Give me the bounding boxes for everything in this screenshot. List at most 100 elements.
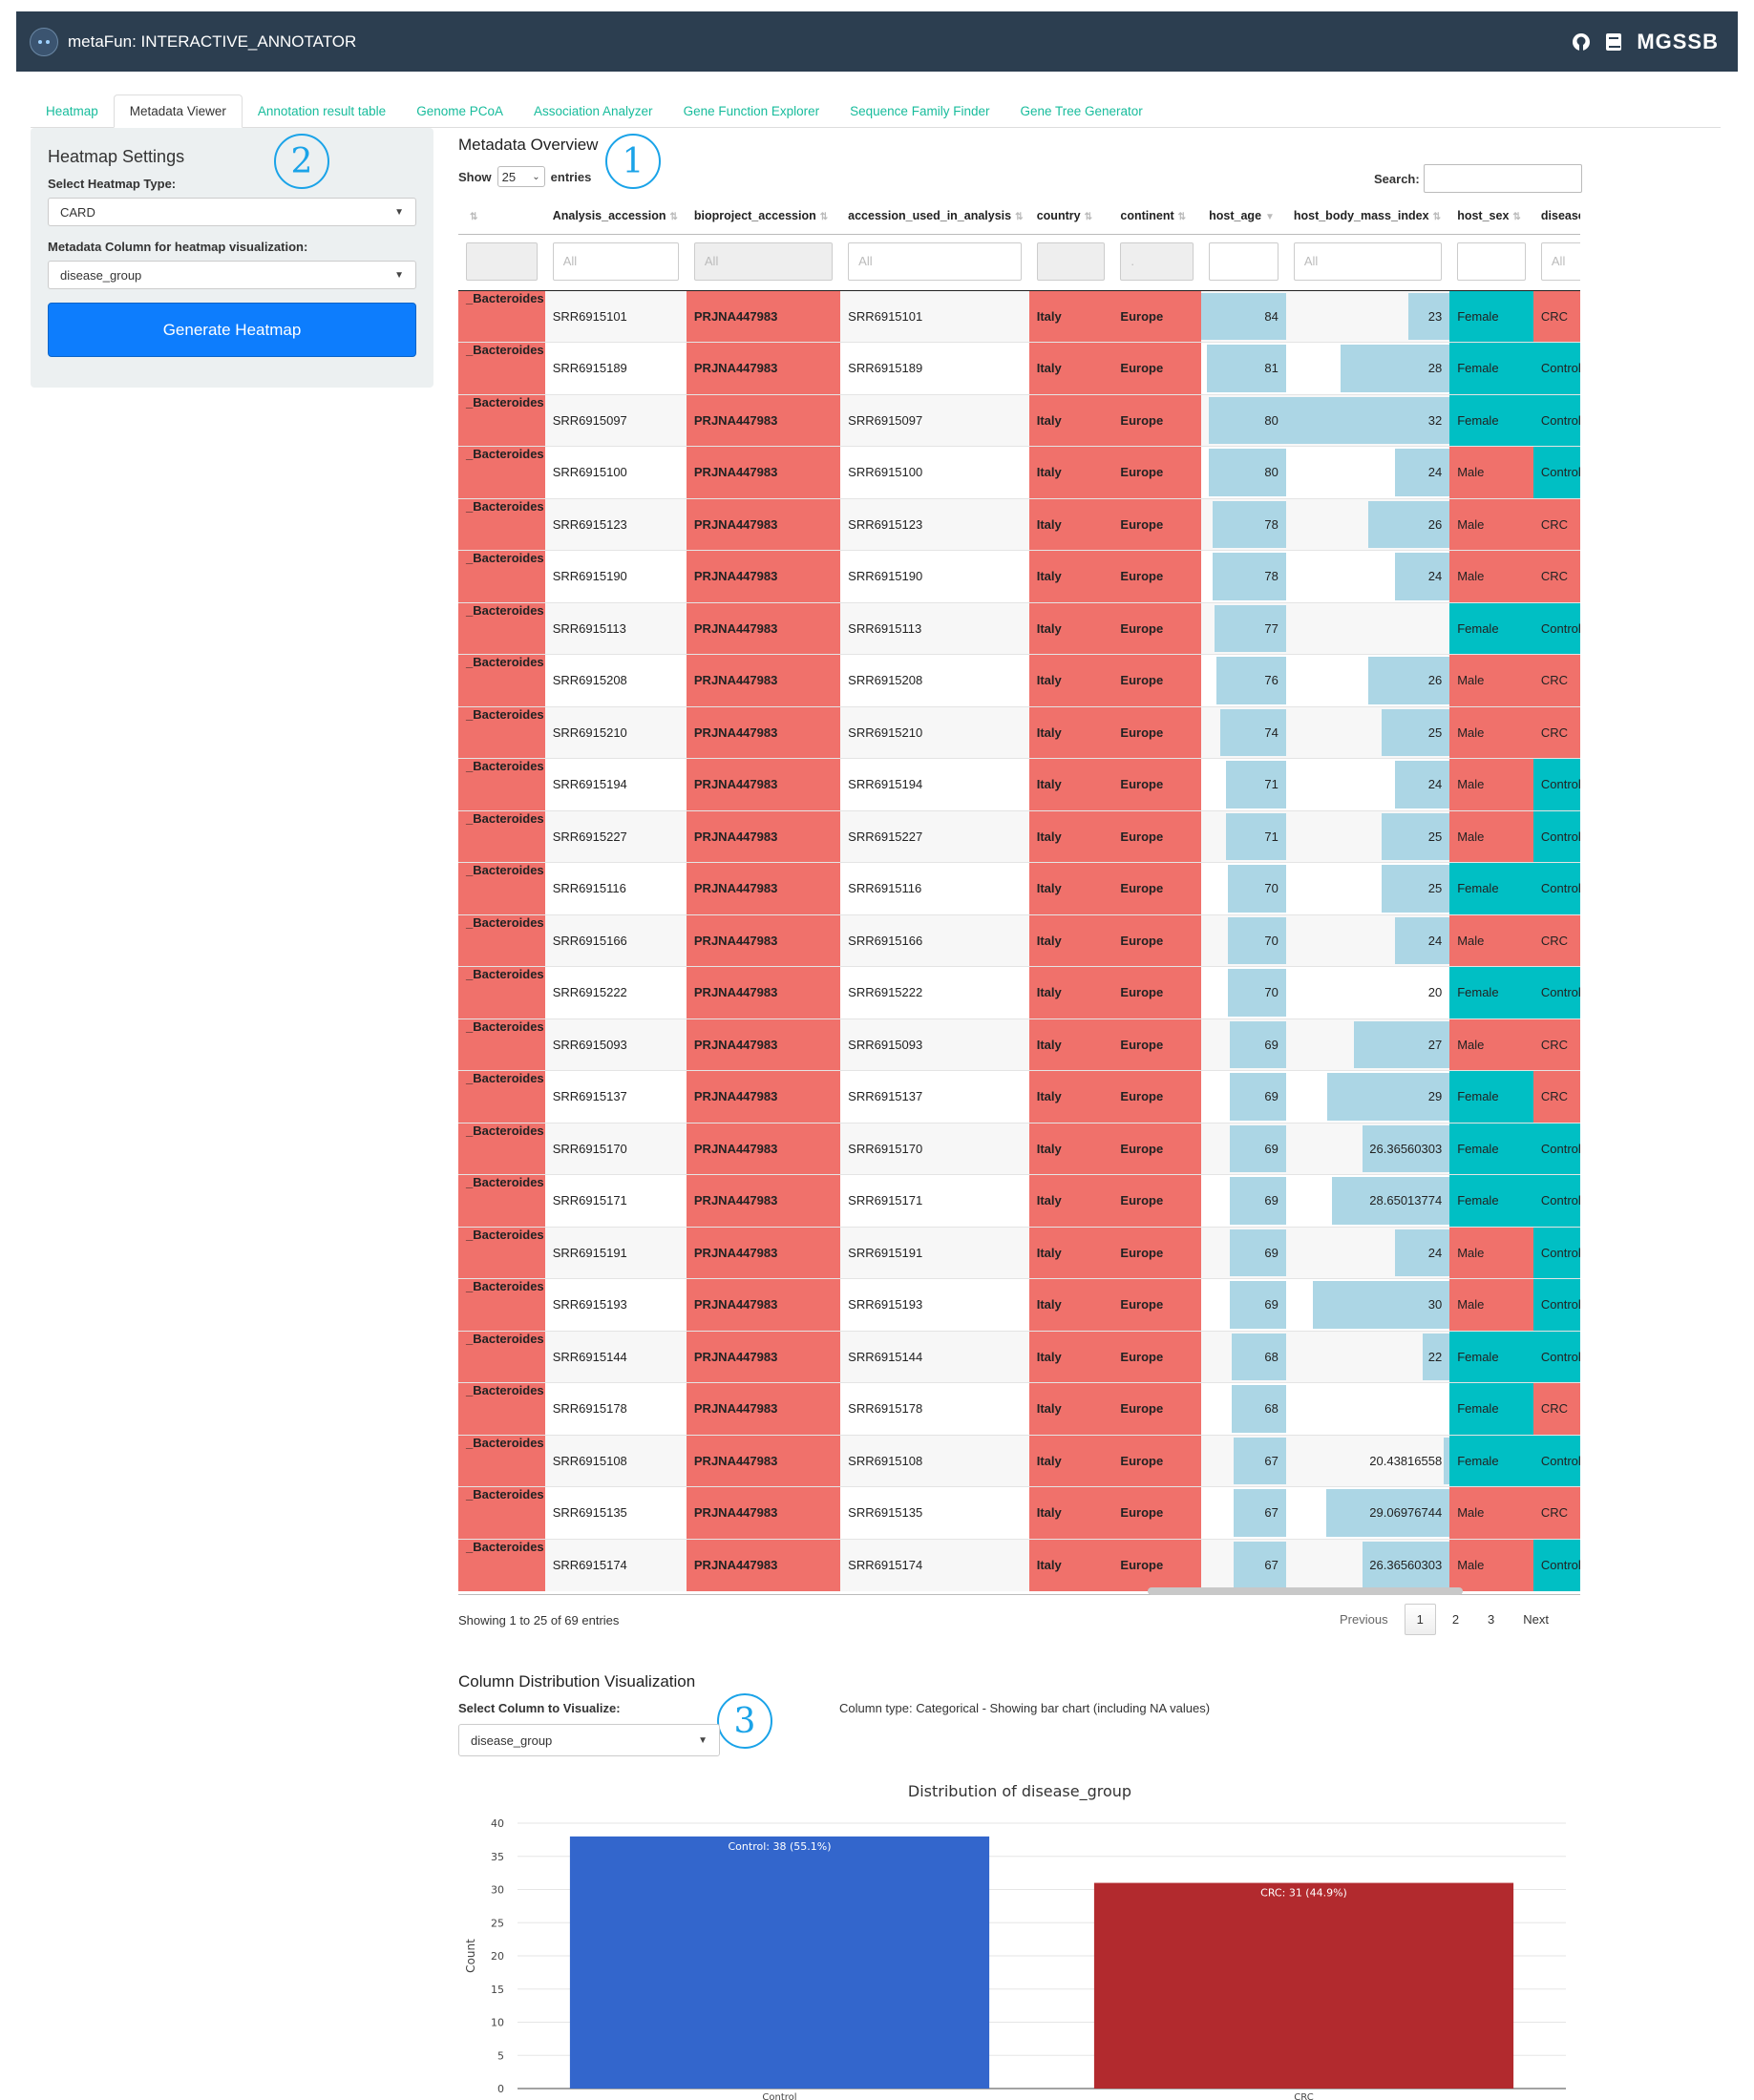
host-age-cell: 71 [1201,758,1286,810]
pagination: Previous 1 2 3 Next [1327,1604,1561,1635]
table-row[interactable]: _Bacteroides SRR6915097 PRJNA447983 SRR6915… [458,393,1580,447]
table-row[interactable]: _Bacteroides SRR6915166 PRJNA447983 SRR6915… [458,914,1580,967]
github-icon[interactable] [1572,32,1591,52]
column-filter-cell: All [840,234,1029,291]
bioproject-cell: PRJNA447983 [686,1382,841,1435]
column-header[interactable]: bioproject_accession ⇅ [686,199,841,235]
column-header[interactable]: host_age ▼ [1201,199,1286,235]
value-bar [1213,500,1286,548]
column-filter-input[interactable]: All [552,242,679,281]
tab-association-analyzer[interactable]: Association Analyzer [533,104,653,118]
table-row[interactable]: _Bacteroides SRR6915101 PRJNA447983 SRR6915… [458,289,1580,343]
column-filter-cell [1449,234,1533,291]
column-header[interactable]: country ⇅ [1028,199,1113,235]
table-row[interactable]: _Bacteroides SRR6915193 PRJNA447983 SRR6915… [458,1278,1580,1331]
brand[interactable]: metaFun: INTERACTIVE_ANNOTATOR [30,27,356,56]
table-row[interactable]: _Bacteroides SRR6915190 PRJNA447983 SRR6915… [458,550,1580,602]
bioproject-cell: PRJNA447983 [686,705,841,759]
host-age-cell: 67 [1201,1434,1286,1487]
country-cell: Italy [1028,1382,1113,1435]
book-icon[interactable] [1604,32,1623,52]
table-row[interactable]: _Bacteroides SRR6915194 PRJNA447983 SRR6915… [458,758,1580,810]
chevron-down-icon: ⌄ [532,171,540,182]
tab-annotation-result-table[interactable]: Annotation result table [257,104,387,118]
generate-heatmap-button[interactable]: Generate Heatmap [48,303,416,357]
continent-cell: Europe [1112,966,1202,1018]
brand-text[interactable]: MGSSB [1637,29,1719,53]
country-cell: Italy [1028,1486,1113,1539]
accession-cell: SRR6915144 [840,1330,1029,1383]
host-age-value: 69 [1264,1089,1279,1104]
heatmap-type-select[interactable]: CARD ▼ [48,198,416,226]
table-row[interactable]: _Bacteroides SRR6915116 PRJNA447983 SRR6915… [458,862,1580,914]
table-row[interactable]: _Bacteroides SRR6915170 PRJNA447983 SRR6915… [458,1122,1580,1175]
column-header[interactable]: ⇅ [458,199,545,235]
tab-sequence-family-finder[interactable]: Sequence Family Finder [850,104,990,118]
table-row[interactable]: _Bacteroides SRR6915123 PRJNA447983 SRR6915… [458,497,1580,551]
tab-heatmap[interactable]: Heatmap [46,104,98,118]
horizontal-scrollbar[interactable] [1148,1587,1463,1595]
value-bar [1408,292,1450,340]
table-row[interactable]: _Bacteroides SRR6915191 PRJNA447983 SRR6915… [458,1226,1580,1279]
host-bmi-value: 30 [1427,1297,1443,1312]
distribution-title: Column Distribution Visualization [458,1672,696,1690]
page-1-button[interactable]: 1 [1404,1604,1436,1635]
tab-gene-function-explorer[interactable]: Gene Function Explorer [683,104,820,118]
column-filter-input[interactable]: All [848,242,1022,281]
column-header[interactable]: host_sex ⇅ [1449,199,1533,235]
table-row[interactable]: _Bacteroides SRR6915171 PRJNA447983 SRR6915… [458,1174,1580,1227]
distribution-column-select[interactable]: disease_group ▼ [458,1724,720,1756]
table-row[interactable]: _Bacteroides SRR6915100 PRJNA447983 SRR6915… [458,446,1580,498]
bioproject-cell: PRJNA447983 [686,1018,841,1071]
tab-metadata-viewer[interactable]: Metadata Viewer [113,94,243,128]
column-header[interactable]: continent ⇅ [1112,199,1202,235]
column-filter-input[interactable]: . [1120,242,1194,281]
analysis-accession-cell: SRR6915189 [544,342,687,394]
table-row[interactable]: _Bacteroides SRR6915137 PRJNA447983 SRR6915… [458,1070,1580,1123]
host-sex-cell: Male [1449,1538,1533,1591]
previous-button[interactable]: Previous [1340,1612,1388,1627]
table-row[interactable]: _Bacteroides SRR6915113 PRJNA447983 SRR6915… [458,601,1580,655]
column-filter-input[interactable] [1036,242,1106,281]
value-bar [1230,1073,1286,1121]
continent-cell: Europe [1112,497,1202,551]
page-2-button[interactable]: 2 [1451,1612,1460,1627]
table-row[interactable]: _Bacteroides SRR6915135 PRJNA447983 SRR6915… [458,1486,1580,1539]
country-cell: Italy [1028,705,1113,759]
column-filter-input[interactable] [1457,242,1526,281]
column-filter-input[interactable] [1209,242,1279,281]
table-row[interactable]: _Bacteroides SRR6915189 PRJNA447983 SRR6915… [458,342,1580,394]
table-row[interactable]: _Bacteroides SRR6915178 PRJNA447983 SRR6915… [458,1382,1580,1435]
heatmap-column-select[interactable]: disease_group ▼ [48,261,416,289]
host-bmi-value: 24 [1427,933,1443,948]
column-header[interactable]: accession_used_in_analysis ⇅ [840,199,1029,235]
bar-label: Control: 38 (55.1%) [729,1840,832,1853]
column-header[interactable]: Analysis_accession ⇅ [544,199,687,235]
continent-cell: Europe [1112,1538,1202,1591]
entries-select[interactable]: 25 ⌄ [497,166,545,187]
table-row[interactable]: _Bacteroides SRR6915144 PRJNA447983 SRR6915… [458,1330,1580,1383]
table-row[interactable]: _Bacteroides SRR6915093 PRJNA447983 SRR6915… [458,1018,1580,1071]
host-bmi-cell: 29.06976744 [1285,1486,1450,1539]
table-row[interactable]: _Bacteroides SRR6915222 PRJNA447983 SRR6915… [458,966,1580,1018]
host-age-value: 80 [1264,412,1279,428]
tab-gene-tree-generator[interactable]: Gene Tree Generator [1020,104,1143,118]
column-header[interactable]: disease_ [1532,199,1580,235]
disease-cell: Control [1532,446,1580,498]
disease-cell: Control [1532,1330,1580,1383]
column-header[interactable]: host_body_mass_index ⇅ [1285,199,1450,235]
country-cell: Italy [1028,393,1113,447]
page-3-button[interactable]: 3 [1488,1612,1495,1627]
table-row[interactable]: _Bacteroides SRR6915227 PRJNA447983 SRR6915… [458,809,1580,863]
search-input[interactable] [1423,164,1582,193]
table-row[interactable]: _Bacteroides SRR6915174 PRJNA447983 SRR6915… [458,1538,1580,1591]
column-filter-input[interactable]: All [1293,242,1443,281]
column-filter-input[interactable] [466,242,538,281]
tab-genome-pcoa[interactable]: Genome PCoA [416,104,503,118]
column-filter-input[interactable]: All [1540,242,1580,281]
table-row[interactable]: _Bacteroides SRR6915208 PRJNA447983 SRR6915… [458,654,1580,706]
table-row[interactable]: _Bacteroides SRR6915108 PRJNA447983 SRR6915… [458,1434,1580,1487]
table-row[interactable]: _Bacteroides SRR6915210 PRJNA447983 SRR6915… [458,705,1580,759]
next-button[interactable]: Next [1523,1612,1550,1627]
column-filter-input[interactable]: All [693,242,834,281]
